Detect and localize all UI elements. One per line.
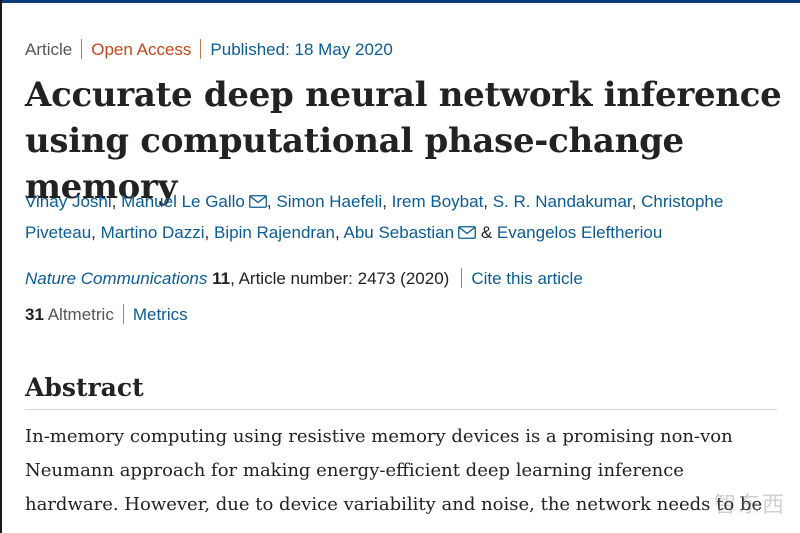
metrics-separator [122,304,124,324]
published-date: Published: 18 May 2020 [210,40,393,59]
metrics-row: 31 Altmetric Metrics [25,303,188,327]
altmetric-label: Altmetric [47,305,114,324]
top-border [0,0,800,3]
author-link[interactable]: Abu Sebastian [343,223,455,242]
watermark-logo: 智东西 [713,493,786,518]
journal-link[interactable]: Nature Communications [25,269,208,288]
abstract-line: In-memory computing using resistive memo… [25,426,733,447]
article-type: Article [25,40,73,59]
mail-icon[interactable] [458,226,476,239]
article-title: Accurate deep neural network inference u… [25,75,782,207]
author-link[interactable]: Martino Dazzi [100,223,205,242]
abstract-text: In-memory computing using resistive memo… [25,420,795,522]
meta-separator [200,39,202,59]
altmetric-count: 31 [25,305,44,324]
abstract-line: hardware. However, due to device variabi… [25,494,763,515]
author-link[interactable]: Christophe Piveteau [25,192,724,242]
article-meta: Article Open Access Published: 18 May 2020 [25,38,393,62]
abstract-divider [25,409,777,410]
journal-volume: 11 [212,269,231,288]
author-conjunction: & [480,223,493,242]
author-link[interactable]: Evangelos Eleftheriou [496,223,663,242]
author-link[interactable]: Bipin Rajendran [214,223,335,242]
open-access-label: Open Access [91,40,192,59]
author-link[interactable]: Vinay Joshi [25,192,112,211]
abstract-heading: Abstract [25,373,144,402]
journal-citation: Nature Communications 11, Article number… [25,267,583,291]
article-number: , Article number: 2473 (2020) [230,269,450,288]
author-link[interactable]: Manuel Le Gallo [121,192,245,211]
author-link[interactable]: Simon Haefeli [276,192,383,211]
author-link[interactable]: S. R. Nandakumar [492,192,632,211]
left-border [0,0,2,533]
author-list: Vinay Joshi, Manuel Le Gallo, Simon Haef… [25,192,724,242]
mail-icon[interactable] [249,195,267,208]
journal-separator [461,268,463,288]
meta-separator [81,39,83,59]
abstract-line: Neumann approach for making energy-effic… [25,460,684,481]
metrics-link[interactable]: Metrics [132,305,188,324]
author-link[interactable]: Irem Boybat [391,192,484,211]
cite-this-article-link[interactable]: Cite this article [471,269,583,288]
